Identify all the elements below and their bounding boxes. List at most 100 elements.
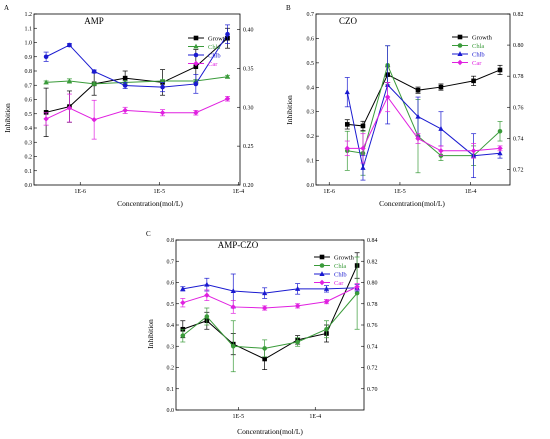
y-tick-label: 0.9 [25, 55, 33, 61]
y-tick-label: 0.6 [167, 281, 175, 287]
legend-label: Chla [472, 43, 484, 50]
y-tick-label: 0.5 [167, 302, 175, 308]
panel-a-letter: A [4, 4, 9, 12]
data-point-chla [204, 314, 210, 319]
panel-b: B CZO Inhibition Concentration(mol/L) 0.… [285, 4, 524, 208]
y2-tick-label: 0.80 [367, 281, 378, 287]
panel-c-xlabel: Concentration(mol/L) [237, 427, 303, 436]
data-point-car [159, 110, 166, 116]
legend-label: Growth [334, 254, 355, 261]
y-tick-label: 0.1 [307, 159, 315, 165]
x-tick-label: 1E-5 [394, 189, 406, 195]
data-point-chlb [360, 165, 366, 170]
data-point-car [122, 107, 128, 114]
data-point-growth [415, 87, 421, 93]
legend-label: Car [334, 280, 344, 287]
y-tick-label: 0.1 [167, 387, 175, 393]
legend-label: Chlb [334, 271, 347, 278]
y-tick-label: 0.2 [25, 155, 33, 161]
y-tick-label: 0.3 [25, 140, 33, 146]
x-tick-label: 1E-4 [465, 189, 477, 195]
y-tick-label: 0.5 [307, 61, 315, 67]
y-tick-label: 1.2 [25, 12, 33, 18]
data-point-chla [295, 339, 300, 345]
legend-marker [457, 59, 463, 66]
data-point-growth [43, 110, 49, 115]
data-point-car [323, 298, 330, 305]
data-point-car [43, 116, 49, 122]
y-tick-label: 0.4 [307, 85, 315, 91]
data-point-car [91, 117, 97, 123]
panel-c-ylabel: Inhibition [146, 319, 155, 349]
legend-marker [457, 51, 463, 56]
data-point-growth [438, 84, 444, 90]
data-point-chla [159, 78, 166, 83]
data-point-car [261, 305, 268, 311]
data-point-growth [360, 123, 366, 129]
legend-label: Car [208, 61, 218, 68]
data-point-car [66, 105, 73, 111]
data-point-chlb [160, 84, 165, 90]
data-point-chla [230, 343, 236, 349]
legend-marker [319, 254, 325, 260]
data-point-growth [471, 78, 476, 84]
y-tick-label: 0.0 [25, 183, 33, 189]
data-point-chlb [43, 54, 49, 60]
data-point-chla [262, 346, 267, 351]
y2-tick-label: 0.40 [243, 28, 254, 34]
data-point-chlb [225, 31, 230, 37]
y-tick-label: 0.7 [167, 259, 175, 265]
data-point-chlb [180, 285, 186, 291]
y2-tick-label: 0.78 [367, 302, 378, 308]
data-point-chlb [344, 89, 350, 95]
y-tick-label: 0.0 [167, 408, 175, 414]
data-point-chla [224, 73, 231, 79]
plot-frame [315, 13, 511, 186]
data-point-chla [122, 79, 128, 85]
legend-label: Chlb [208, 52, 221, 59]
y2-tick-label: 0.74 [513, 136, 524, 142]
panel-a: A AMP Inhibition Concentration(mol/L) 0.… [3, 4, 254, 208]
panel-c: C AMP-CZO Inhibition Concentration(mol/L… [146, 230, 378, 436]
legend-label: Car [472, 60, 482, 67]
data-point-chlb [122, 83, 128, 88]
y2-tick-label: 0.35 [243, 66, 254, 72]
y-tick-label: 0.8 [25, 69, 33, 75]
data-point-chla [180, 333, 186, 338]
data-point-car [344, 145, 350, 152]
panel-b-xlabel: Concentration(mol/L) [379, 199, 445, 208]
legend-marker [319, 279, 325, 286]
x-tick-label: 1E-4 [232, 189, 244, 195]
y2-tick-label: 0.76 [513, 105, 524, 111]
legend-marker [457, 43, 463, 48]
data-point-car [438, 148, 444, 154]
panel-c-title: AMP-CZO [218, 240, 259, 250]
y2-tick-label: 0.76 [367, 323, 378, 329]
legend-marker [457, 34, 463, 40]
data-point-chlb [262, 290, 268, 296]
y-tick-label: 0.3 [307, 110, 315, 116]
x-tick-label: 1E-6 [74, 189, 86, 195]
legend-marker [193, 35, 199, 41]
x-tick-label: 1E-6 [323, 189, 335, 195]
y2-tick-label: 0.82 [367, 259, 378, 265]
data-point-growth [344, 122, 350, 127]
y-tick-label: 0.7 [307, 12, 315, 18]
data-point-car [470, 148, 477, 154]
y-tick-label: 0.1 [25, 169, 33, 175]
data-point-growth [262, 356, 267, 362]
data-point-car [224, 96, 231, 102]
y2-tick-label: 0.84 [367, 238, 378, 244]
data-point-growth [497, 67, 503, 73]
y-tick-label: 0.4 [25, 126, 33, 132]
data-point-chla [324, 326, 329, 332]
legend-marker [193, 52, 199, 58]
y-tick-label: 0.2 [307, 134, 315, 140]
series-line-growth [347, 69, 501, 127]
legend-label: Chla [334, 263, 346, 270]
x-tick-label: 1E-5 [232, 414, 244, 420]
legend-marker [193, 60, 199, 67]
data-point-growth [193, 64, 199, 70]
y-tick-label: 0.6 [25, 98, 33, 104]
